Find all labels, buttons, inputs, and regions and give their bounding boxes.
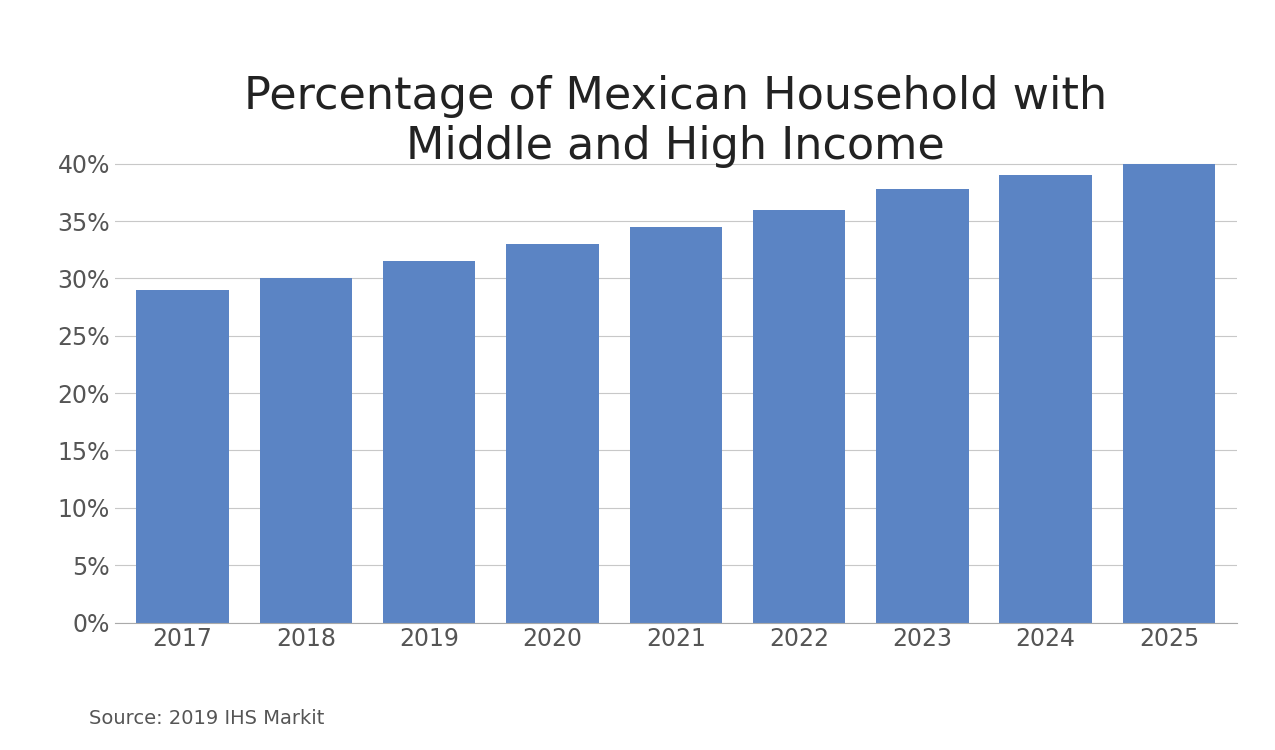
Text: Source: 2019 IHS Markit: Source: 2019 IHS Markit: [89, 709, 325, 728]
Bar: [1000, 176, 1091, 622]
Text: Percentage of Mexican Household with
Middle and High Income: Percentage of Mexican Household with Mid…: [245, 75, 1107, 168]
Bar: [1123, 164, 1215, 622]
Bar: [876, 189, 969, 622]
Bar: [630, 226, 722, 622]
Bar: [506, 244, 599, 622]
Bar: [260, 278, 352, 622]
Bar: [752, 209, 845, 622]
Bar: [382, 261, 476, 622]
Bar: [136, 290, 228, 622]
